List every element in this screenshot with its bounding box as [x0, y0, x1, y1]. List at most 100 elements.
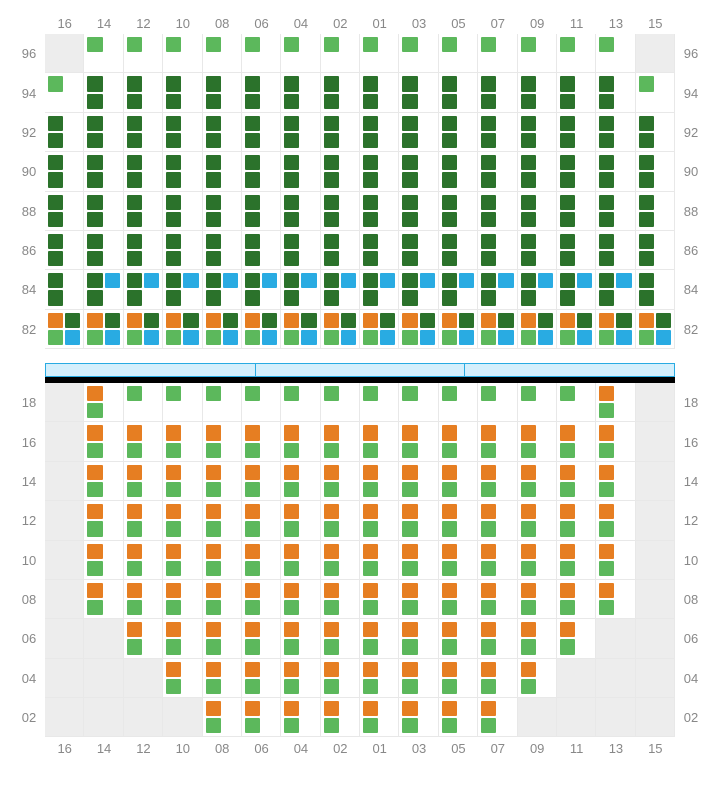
seat-cell[interactable] [518, 462, 557, 501]
seat-cell[interactable] [360, 152, 399, 191]
seat-cell[interactable] [163, 501, 202, 540]
seat-cell[interactable] [281, 310, 320, 349]
seat-cell[interactable] [439, 580, 478, 619]
seat-cell[interactable] [281, 659, 320, 698]
seat-cell[interactable] [360, 34, 399, 73]
seat-cell[interactable] [478, 383, 517, 422]
seat-cell[interactable] [124, 422, 163, 461]
seat-cell[interactable] [557, 113, 596, 152]
seat-cell[interactable] [518, 113, 557, 152]
seat-cell[interactable] [596, 462, 635, 501]
seat-cell[interactable] [321, 231, 360, 270]
seat-cell[interactable] [478, 152, 517, 191]
seat-cell[interactable] [124, 73, 163, 112]
seat-cell[interactable] [163, 270, 202, 309]
seat-cell[interactable] [124, 34, 163, 73]
seat-cell[interactable] [360, 231, 399, 270]
seat-cell[interactable] [242, 152, 281, 191]
seat-cell[interactable] [518, 541, 557, 580]
seat-cell[interactable] [636, 270, 675, 309]
seat-cell[interactable] [360, 310, 399, 349]
seat-cell[interactable] [518, 383, 557, 422]
seat-cell[interactable] [360, 619, 399, 658]
seat-cell[interactable] [163, 113, 202, 152]
seat-cell[interactable] [84, 231, 123, 270]
seat-cell[interactable] [596, 422, 635, 461]
seat-cell[interactable] [478, 580, 517, 619]
seat-cell[interactable] [518, 34, 557, 73]
seat-cell[interactable] [399, 422, 438, 461]
seat-cell[interactable] [557, 270, 596, 309]
seat-cell[interactable] [636, 231, 675, 270]
seat-cell[interactable] [163, 659, 202, 698]
seat-cell[interactable] [557, 73, 596, 112]
seat-cell[interactable] [557, 192, 596, 231]
seat-cell[interactable] [124, 383, 163, 422]
seat-cell[interactable] [203, 383, 242, 422]
seat-cell[interactable] [281, 619, 320, 658]
seat-cell[interactable] [124, 541, 163, 580]
seat-cell[interactable] [360, 698, 399, 737]
seat-cell[interactable] [478, 462, 517, 501]
seat-cell[interactable] [45, 152, 84, 191]
seat-cell[interactable] [321, 659, 360, 698]
seat-cell[interactable] [163, 192, 202, 231]
seat-cell[interactable] [203, 501, 242, 540]
seat-cell[interactable] [203, 192, 242, 231]
seat-cell[interactable] [163, 580, 202, 619]
seat-cell[interactable] [45, 270, 84, 309]
seat-cell[interactable] [360, 541, 399, 580]
seat-cell[interactable] [242, 34, 281, 73]
seat-cell[interactable] [399, 34, 438, 73]
seat-cell[interactable] [557, 422, 596, 461]
seat-cell[interactable] [321, 192, 360, 231]
seat-cell[interactable] [557, 231, 596, 270]
seat-cell[interactable] [596, 231, 635, 270]
seat-cell[interactable] [281, 73, 320, 112]
seat-cell[interactable] [399, 73, 438, 112]
seat-cell[interactable] [399, 698, 438, 737]
seat-cell[interactable] [281, 580, 320, 619]
seat-cell[interactable] [321, 152, 360, 191]
seat-cell[interactable] [439, 541, 478, 580]
seat-cell[interactable] [281, 113, 320, 152]
seat-cell[interactable] [124, 231, 163, 270]
seat-cell[interactable] [242, 659, 281, 698]
seat-cell[interactable] [478, 698, 517, 737]
seat-cell[interactable] [596, 383, 635, 422]
seat-cell[interactable] [281, 34, 320, 73]
seat-cell[interactable] [163, 34, 202, 73]
seat-cell[interactable] [596, 310, 635, 349]
seat-cell[interactable] [439, 422, 478, 461]
seat-cell[interactable] [163, 619, 202, 658]
seat-cell[interactable] [203, 73, 242, 112]
seat-cell[interactable] [84, 34, 123, 73]
seat-cell[interactable] [321, 501, 360, 540]
seat-cell[interactable] [321, 619, 360, 658]
seat-cell[interactable] [636, 113, 675, 152]
seat-cell[interactable] [399, 192, 438, 231]
seat-cell[interactable] [478, 192, 517, 231]
seat-cell[interactable] [242, 73, 281, 112]
seat-cell[interactable] [399, 501, 438, 540]
seat-cell[interactable] [399, 580, 438, 619]
seat-cell[interactable] [163, 310, 202, 349]
seat-cell[interactable] [45, 192, 84, 231]
seat-cell[interactable] [203, 152, 242, 191]
seat-cell[interactable] [439, 659, 478, 698]
seat-cell[interactable] [478, 659, 517, 698]
seat-cell[interactable] [439, 270, 478, 309]
seat-cell[interactable] [203, 541, 242, 580]
seat-cell[interactable] [596, 580, 635, 619]
seat-cell[interactable] [163, 231, 202, 270]
seat-cell[interactable] [242, 113, 281, 152]
seat-cell[interactable] [557, 501, 596, 540]
seat-cell[interactable] [203, 422, 242, 461]
seat-cell[interactable] [163, 462, 202, 501]
seat-cell[interactable] [321, 270, 360, 309]
seat-cell[interactable] [596, 34, 635, 73]
seat-cell[interactable] [557, 580, 596, 619]
seat-cell[interactable] [360, 383, 399, 422]
seat-cell[interactable] [360, 580, 399, 619]
seat-cell[interactable] [84, 192, 123, 231]
